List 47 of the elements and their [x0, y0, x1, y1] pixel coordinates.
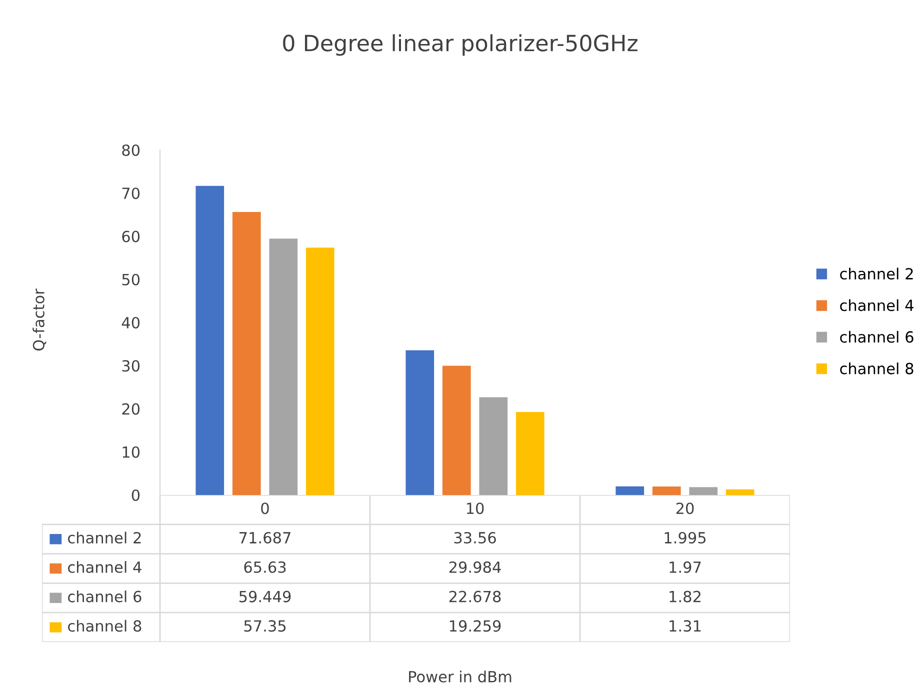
x-tick-label: 10	[466, 502, 484, 514]
bar	[406, 350, 434, 495]
data-label: 59.449	[239, 590, 291, 602]
data-label: 71.687	[240, 532, 290, 544]
legend-label: channel 2	[68, 532, 141, 544]
y-tick-label: 0	[132, 489, 140, 502]
x-tick-label: 0	[261, 502, 269, 514]
y-tick-label: 70	[122, 188, 140, 200]
y-tick-label: 20	[122, 403, 140, 415]
chart-title: 0 Degree linear polarizer-50GHz	[283, 34, 638, 56]
text: Power in dBm	[409, 670, 512, 682]
text: channel 4	[840, 299, 914, 312]
legend-label: channel 4	[68, 561, 142, 573]
text: channel 2	[840, 268, 913, 280]
data-label: 65.63	[244, 561, 286, 573]
y-tick-label: 50	[122, 274, 140, 286]
data-label: 1.97	[670, 561, 701, 573]
bar	[689, 487, 718, 495]
y-tick-label: 40	[122, 316, 140, 329]
text: channel 8	[68, 620, 142, 632]
bar	[652, 486, 681, 495]
bar	[442, 366, 471, 495]
bar	[306, 248, 334, 495]
data-label: 1.31	[670, 620, 701, 632]
y-tick-label: 60	[122, 230, 140, 242]
bar	[726, 489, 754, 495]
data-label: 57.35	[244, 620, 286, 632]
y-axis-title: Q-factor	[32, 288, 46, 350]
y-tick-label: 80	[122, 144, 140, 156]
bar	[232, 212, 261, 495]
legend-label: channel 6	[840, 330, 914, 343]
text: channel 6	[68, 590, 142, 602]
data-label: 1.82	[670, 590, 700, 602]
bar	[479, 397, 508, 495]
bar	[196, 186, 224, 495]
y-tick-label: 30	[122, 360, 140, 372]
data-label: 19.259	[450, 620, 501, 632]
legend-label: channel 8	[840, 362, 914, 374]
bar	[616, 486, 644, 495]
data-label: 22.678	[449, 590, 501, 602]
bar	[269, 238, 298, 495]
data-label: 29.984	[449, 561, 501, 573]
y-tick-label: 10	[122, 446, 140, 458]
x-tick-label: 20	[676, 502, 694, 514]
bar	[516, 412, 544, 495]
data-label: 33.56	[454, 532, 496, 544]
data-label: 1.995	[664, 532, 706, 544]
